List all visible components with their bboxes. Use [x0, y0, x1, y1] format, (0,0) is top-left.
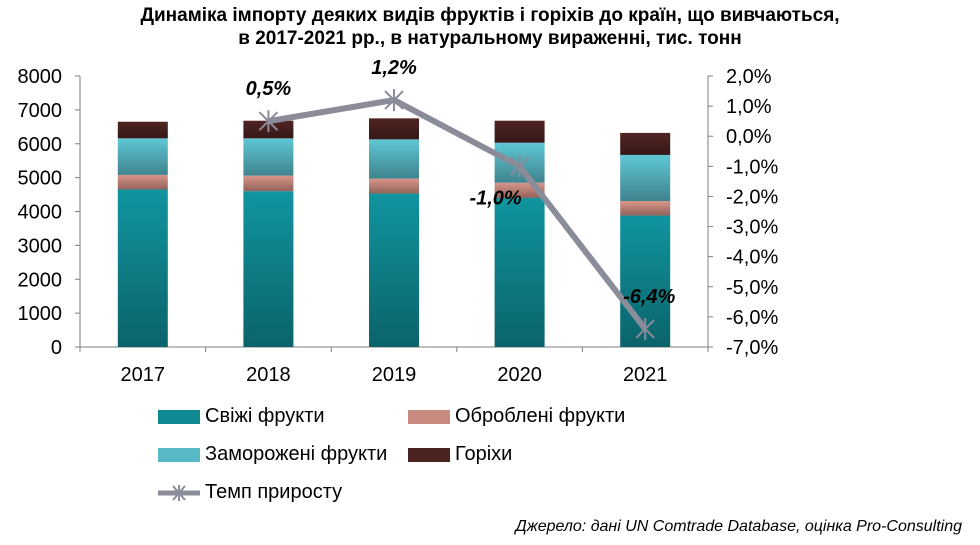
bar-segment — [117, 174, 168, 190]
y-right-tick-label: -7,0% — [726, 337, 778, 359]
x-tick-label: 2019 — [372, 364, 417, 386]
bar-segment — [243, 191, 294, 347]
y-right-tick-label: 2,0% — [726, 66, 772, 88]
y-right-tick-label: -6,0% — [726, 307, 778, 329]
y-left-tick-label: 8000 — [18, 66, 63, 88]
y-right-tick-label: 1,0% — [726, 96, 772, 118]
y-left-tick-label: 2000 — [18, 269, 63, 291]
y-left-tick-label: 4000 — [18, 202, 63, 224]
bar-segment — [620, 154, 671, 201]
bar-segment — [117, 121, 168, 139]
y-right-tick-label: -2,0% — [726, 186, 778, 208]
x-tick-label: 2021 — [623, 364, 668, 386]
chart-title-line-1: Динаміка імпорту деяких видів фруктів і … — [140, 5, 840, 26]
y-left-tick-label: 1000 — [18, 303, 63, 325]
growth-rate-line — [267, 97, 648, 331]
bar-segment — [369, 118, 419, 140]
bar-segment — [243, 138, 294, 176]
bar-segment — [117, 138, 168, 175]
growth-rate-data-label: -6,4% — [623, 286, 675, 308]
bar-segment — [494, 197, 545, 347]
bar-segment — [620, 200, 671, 216]
x-tick-label: 2018 — [246, 364, 291, 386]
chart-title-line-2: в 2017-2021 рр., в натуральному вираженн… — [238, 28, 742, 49]
source-note: Джерело: дані UN Comtrade Database, оцін… — [515, 518, 962, 535]
bar-segment — [369, 193, 419, 347]
x-tick-label: 2020 — [497, 364, 542, 386]
growth-rate-data-label: -1,0% — [469, 187, 521, 209]
y-right-tick-label: -4,0% — [726, 247, 778, 269]
bar-segment — [243, 175, 294, 192]
y-right-tick-label: 0,0% — [726, 126, 772, 148]
y-right-tick-label: -5,0% — [726, 277, 778, 299]
bar-segment — [369, 139, 419, 179]
y-right-tick-label: -1,0% — [726, 156, 778, 178]
y-left-tick-label: 6000 — [18, 134, 63, 156]
y-left-tick-label: 0 — [51, 337, 62, 359]
y-right-tick-label: -3,0% — [726, 217, 778, 239]
chart-title: Динаміка імпорту деяких видів фруктів і … — [0, 4, 980, 50]
y-left-tick-label: 5000 — [18, 168, 63, 190]
y-left-tick-label: 3000 — [18, 235, 63, 257]
bar-segment — [494, 120, 545, 143]
x-tick-label: 2017 — [121, 364, 166, 386]
bar-segment — [620, 132, 671, 155]
bar-segment — [117, 189, 168, 347]
y-left-tick-label: 7000 — [18, 100, 63, 122]
growth-rate-data-label: 1,2% — [371, 57, 417, 79]
bar-segment — [369, 178, 419, 194]
growth-rate-data-label: 0,5% — [246, 78, 292, 100]
